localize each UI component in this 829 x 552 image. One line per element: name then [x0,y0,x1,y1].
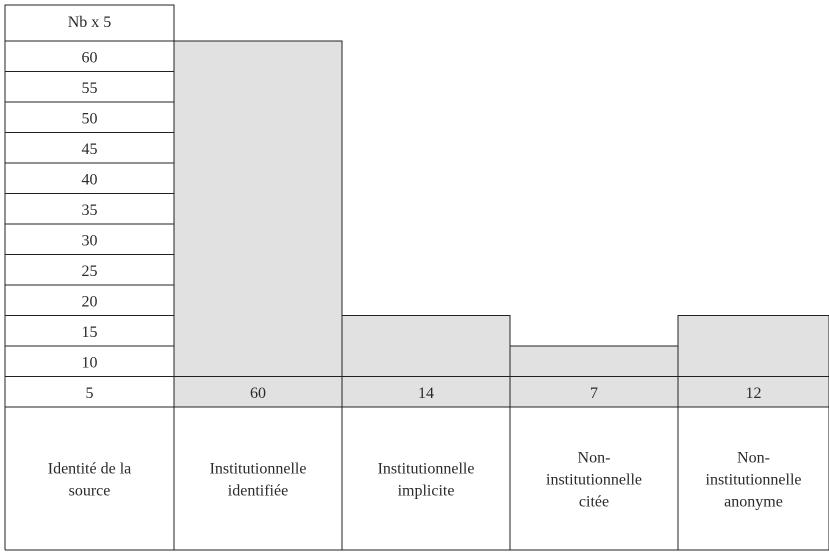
bar [173,40,343,408]
bar-value-label: 7 [590,385,598,402]
y-tick-label: 35 [82,202,98,219]
y-tick-label: 50 [82,110,98,127]
y-tick-label: 5 [86,385,94,402]
category-label: Institutionnelle [210,461,307,478]
y-tick-label: 25 [82,263,98,280]
category-label: Non- [737,450,770,467]
x-axis-label: source [69,483,111,500]
y-tick-label: 10 [82,354,98,371]
bar-value-label: 12 [746,385,762,402]
category-label: identifiée [228,483,288,500]
bar [341,315,511,408]
y-tick-label: 55 [82,80,98,97]
category-label: Institutionnelle [378,461,475,478]
category-label: institutionnelle [706,472,802,489]
y-tick-label: 30 [82,232,98,249]
y-axis-label: Nb x 5 [68,14,112,31]
category-label: institutionnelle [546,472,642,489]
category-label: citée [579,494,609,511]
x-axis-label: Identité de la [48,461,132,478]
y-tick-label: 45 [82,141,98,158]
y-tick-label: 20 [82,293,98,310]
y-tick-label: 40 [82,171,98,188]
y-tick-label: 60 [82,49,98,66]
bar-value-label: 14 [418,385,434,402]
category-label: implicite [398,483,455,500]
category-label: Non- [578,450,611,467]
category-label: anonyme [724,494,783,511]
bar-value-label: 60 [250,385,266,402]
y-tick-label: 15 [82,324,98,341]
